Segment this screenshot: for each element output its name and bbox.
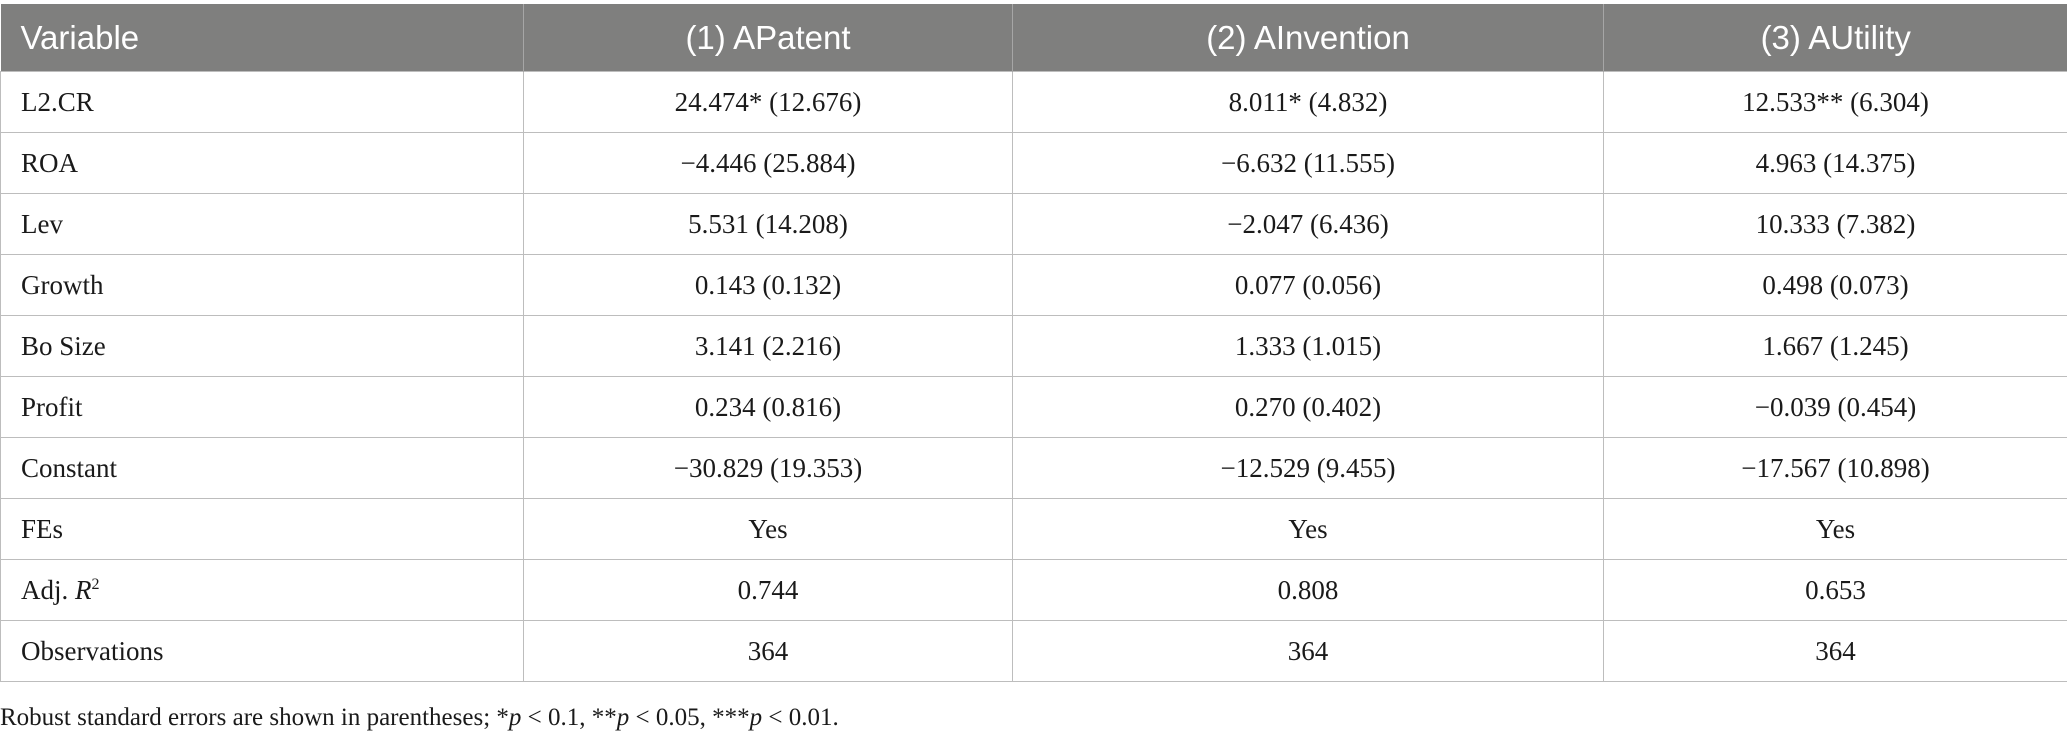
row-label: Observations — [0, 620, 524, 682]
cell-apatent: 0.744 — [523, 559, 1013, 621]
cell-autility: −17.567 (10.898) — [1603, 437, 2067, 499]
adj-r2-prefix: Adj. — [21, 574, 75, 605]
table-row: FEs Yes Yes Yes — [0, 498, 2067, 560]
cell-autility: 0.653 — [1603, 559, 2067, 621]
cell-ainvention: 0.077 (0.056) — [1012, 254, 1604, 316]
regression-table: Variable (1) APatent (2) AInvention (3) … — [0, 4, 2067, 682]
cell-apatent: 24.474* (12.676) — [523, 71, 1013, 133]
table-row: Observations 364 364 364 — [0, 620, 2067, 682]
cell-ainvention: −2.047 (6.436) — [1012, 193, 1604, 255]
header-variable: Variable — [0, 4, 524, 72]
row-label: Lev — [0, 193, 524, 255]
adj-r2-italic: R — [75, 574, 92, 605]
footnote-p: p — [749, 704, 763, 731]
cell-autility: 364 — [1603, 620, 2067, 682]
row-label: Growth — [0, 254, 524, 316]
table-row: Constant −30.829 (19.353) −12.529 (9.455… — [0, 437, 2067, 499]
table-footnote: Robust standard errors are shown in pare… — [0, 704, 839, 732]
cell-ainvention: 0.808 — [1012, 559, 1604, 621]
cell-autility: 10.333 (7.382) — [1603, 193, 2067, 255]
cell-autility: 12.533** (6.304) — [1603, 71, 2067, 133]
table-row: Lev 5.531 (14.208) −2.047 (6.436) 10.333… — [0, 193, 2067, 255]
row-label: FEs — [0, 498, 524, 560]
footnote-lead: Robust standard errors are shown in pare… — [0, 704, 509, 731]
table-body: L2.CR 24.474* (12.676) 8.011* (4.832) 12… — [0, 71, 2067, 682]
row-label: ROA — [0, 132, 524, 194]
table-row: Profit 0.234 (0.816) 0.270 (0.402) −0.03… — [0, 376, 2067, 438]
table-row: L2.CR 24.474* (12.676) 8.011* (4.832) 12… — [0, 71, 2067, 133]
row-label: Bo Size — [0, 315, 524, 377]
footnote-text: < 0.05, *** — [629, 704, 750, 731]
footnote-p: p — [508, 704, 522, 731]
row-label: Profit — [0, 376, 524, 438]
cell-apatent: 5.531 (14.208) — [523, 193, 1013, 255]
cell-autility: Yes — [1603, 498, 2067, 560]
footnote-p: p — [616, 704, 630, 731]
table-header: Variable (1) APatent (2) AInvention (3) … — [0, 4, 2067, 72]
table-row: Bo Size 3.141 (2.216) 1.333 (1.015) 1.66… — [0, 315, 2067, 377]
cell-apatent: 0.234 (0.816) — [523, 376, 1013, 438]
cell-ainvention: Yes — [1012, 498, 1604, 560]
footnote-text: < 0.01. — [762, 704, 839, 731]
row-label: L2.CR — [0, 71, 524, 133]
table-row: Adj. R2 0.744 0.808 0.653 — [0, 559, 2067, 621]
cell-ainvention: 364 — [1012, 620, 1604, 682]
adj-r2-sup: 2 — [91, 575, 100, 593]
footnote-text: < 0.1, ** — [521, 704, 617, 731]
header-row: Variable (1) APatent (2) AInvention (3) … — [0, 4, 2067, 72]
cell-autility: 0.498 (0.073) — [1603, 254, 2067, 316]
cell-autility: 4.963 (14.375) — [1603, 132, 2067, 194]
cell-ainvention: 1.333 (1.015) — [1012, 315, 1604, 377]
cell-ainvention: −12.529 (9.455) — [1012, 437, 1604, 499]
row-label-adj-r2: Adj. R2 — [0, 559, 524, 621]
cell-apatent: 364 — [523, 620, 1013, 682]
header-autility: (3) AUtility — [1603, 4, 2067, 72]
cell-apatent: 0.143 (0.132) — [523, 254, 1013, 316]
cell-autility: 1.667 (1.245) — [1603, 315, 2067, 377]
table-row: Growth 0.143 (0.132) 0.077 (0.056) 0.498… — [0, 254, 2067, 316]
header-apatent: (1) APatent — [523, 4, 1013, 72]
row-label: Constant — [0, 437, 524, 499]
cell-autility: −0.039 (0.454) — [1603, 376, 2067, 438]
regression-table-container: Variable (1) APatent (2) AInvention (3) … — [0, 4, 2067, 682]
cell-apatent: 3.141 (2.216) — [523, 315, 1013, 377]
cell-ainvention: 0.270 (0.402) — [1012, 376, 1604, 438]
cell-ainvention: −6.632 (11.555) — [1012, 132, 1604, 194]
table-row: ROA −4.446 (25.884) −6.632 (11.555) 4.96… — [0, 132, 2067, 194]
header-ainvention: (2) AInvention — [1012, 4, 1604, 72]
cell-apatent: Yes — [523, 498, 1013, 560]
cell-apatent: −4.446 (25.884) — [523, 132, 1013, 194]
cell-ainvention: 8.011* (4.832) — [1012, 71, 1604, 133]
cell-apatent: −30.829 (19.353) — [523, 437, 1013, 499]
